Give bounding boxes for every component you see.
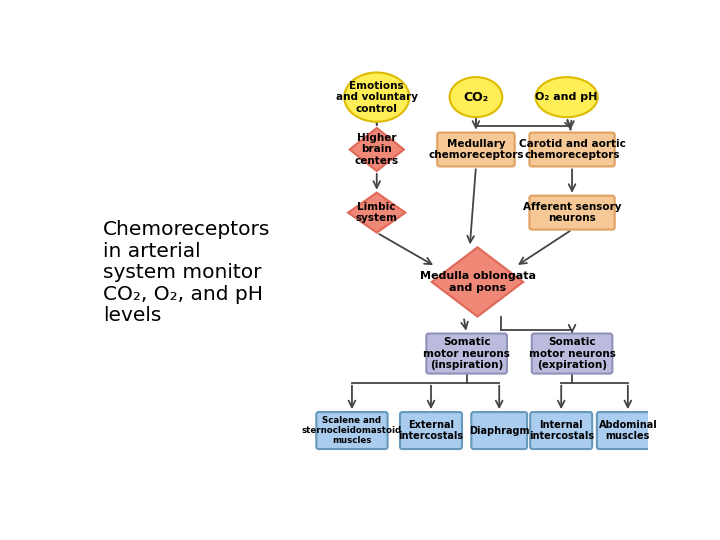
FancyBboxPatch shape — [437, 132, 515, 166]
Text: CO₂: CO₂ — [464, 91, 488, 104]
FancyBboxPatch shape — [316, 412, 387, 449]
Text: levels: levels — [103, 306, 161, 325]
FancyBboxPatch shape — [597, 412, 659, 449]
Text: Diaphragm: Diaphragm — [469, 426, 529, 436]
Text: Medullary
chemoreceptors: Medullary chemoreceptors — [428, 139, 523, 160]
FancyBboxPatch shape — [530, 412, 593, 449]
Polygon shape — [348, 193, 405, 233]
Text: Higher
brain
centers: Higher brain centers — [355, 133, 399, 166]
Text: Internal
intercostals: Internal intercostals — [528, 420, 594, 441]
Text: in arterial: in arterial — [103, 241, 201, 261]
Text: Somatic
motor neurons
(inspiration): Somatic motor neurons (inspiration) — [423, 337, 510, 370]
Text: Afferent sensory
neurons: Afferent sensory neurons — [523, 202, 621, 224]
FancyBboxPatch shape — [532, 334, 612, 374]
FancyBboxPatch shape — [529, 195, 615, 230]
FancyBboxPatch shape — [400, 412, 462, 449]
FancyBboxPatch shape — [472, 412, 527, 449]
Text: CO₂, O₂, and pH: CO₂, O₂, and pH — [103, 285, 264, 304]
Polygon shape — [432, 247, 523, 316]
Text: Medulla oblongata
and pons: Medulla oblongata and pons — [420, 271, 536, 293]
Text: system monitor: system monitor — [103, 263, 261, 282]
Ellipse shape — [344, 72, 409, 122]
Ellipse shape — [536, 77, 598, 117]
Ellipse shape — [449, 77, 503, 117]
FancyBboxPatch shape — [426, 334, 507, 374]
Text: Chemoreceptors: Chemoreceptors — [103, 220, 271, 239]
Text: External
intercostals: External intercostals — [398, 420, 464, 441]
Text: O₂ and pH: O₂ and pH — [536, 92, 598, 102]
Text: Scalene and
sternocleidomastoid
muscles: Scalene and sternocleidomastoid muscles — [302, 416, 402, 446]
Text: Limbic
system: Limbic system — [356, 202, 397, 224]
Text: Abdominal
muscles: Abdominal muscles — [598, 420, 657, 441]
Text: Emotions
and voluntary
control: Emotions and voluntary control — [336, 80, 418, 114]
Text: Somatic
motor neurons
(expiration): Somatic motor neurons (expiration) — [528, 337, 616, 370]
FancyBboxPatch shape — [529, 132, 615, 166]
Text: Carotid and aortic
chemoreceptors: Carotid and aortic chemoreceptors — [518, 139, 626, 160]
Polygon shape — [350, 128, 404, 171]
